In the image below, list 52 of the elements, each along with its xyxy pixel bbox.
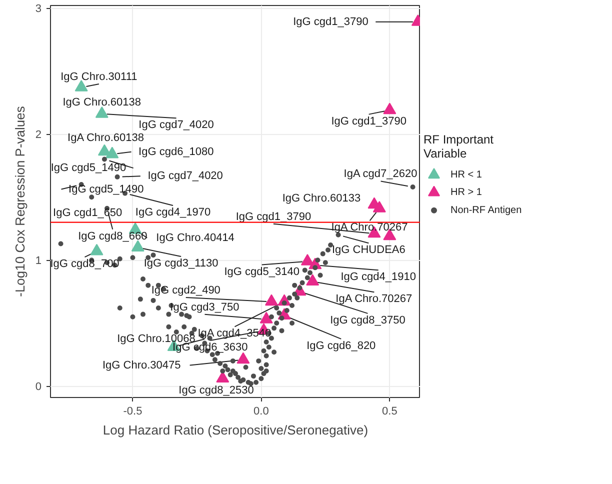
y-axis-title: -Log10 Cox Regression P-values bbox=[12, 106, 28, 297]
x-axis-title: Log Hazard Ratio (Seropositive/Seronegative) bbox=[102, 422, 368, 438]
annotation: IgG cgd5_3140 bbox=[224, 266, 300, 278]
legend-label: HR > 1 bbox=[450, 187, 482, 198]
point bbox=[306, 274, 320, 286]
point bbox=[90, 244, 104, 256]
annotation: IgG cgd5_1490 bbox=[68, 183, 144, 196]
annotation: IgG cgd3_750 bbox=[170, 301, 240, 314]
point bbox=[236, 352, 250, 364]
annotation: IgG Chro.30111 bbox=[60, 71, 138, 84]
annotation: IgG cgd1_3790 bbox=[236, 210, 312, 223]
annotation: IgA cgd7_2620 bbox=[344, 168, 418, 180]
annotation: IgG cgd8_2530 bbox=[178, 384, 254, 397]
annotation: IgG cgd4_1910 bbox=[340, 271, 416, 284]
annotation: IgG cgd6_820 bbox=[306, 340, 376, 352]
annotation: IgG Chro.60138 bbox=[62, 96, 142, 109]
annotation: IgG cgd8_660 bbox=[78, 230, 148, 242]
point bbox=[264, 294, 278, 306]
x-tick-label: 0.5 bbox=[382, 406, 398, 418]
annotation: IgG cgd8_3750 bbox=[330, 314, 406, 326]
annotation: IgG cgd2_490 bbox=[151, 284, 220, 297]
point bbox=[300, 254, 314, 266]
legend-label: Non-RF Antigen bbox=[450, 204, 522, 216]
annotation: IgG CHUDEA6 bbox=[332, 244, 406, 256]
point bbox=[216, 371, 230, 383]
point bbox=[372, 201, 386, 212]
point bbox=[95, 106, 108, 118]
annotation: IgG cgd6_1080 bbox=[138, 146, 214, 158]
annotation: IgA Chro.60138 bbox=[68, 132, 144, 144]
annotation: IgG cgd7_4020 bbox=[138, 119, 214, 132]
annotation: IgG Chro.60133 bbox=[282, 192, 361, 204]
y-tick-label: 0 bbox=[35, 381, 42, 394]
legend-label: HR < 1 bbox=[450, 169, 482, 180]
annotation: IgG cgd7_4020 bbox=[148, 170, 223, 182]
point bbox=[383, 102, 396, 114]
annotation: IgG cgd4_1970 bbox=[135, 206, 211, 219]
point bbox=[260, 312, 273, 324]
annotation: IgG cgd5_1490 bbox=[50, 162, 126, 174]
point bbox=[106, 146, 119, 158]
annotation: IgA Chro.70267 bbox=[336, 293, 412, 306]
y-tick-label: 2 bbox=[35, 129, 42, 142]
annotation: IgG Chro.40414 bbox=[156, 232, 234, 244]
y-tick-label: 1 bbox=[35, 255, 42, 268]
x-tick-label: -0.5 bbox=[123, 406, 142, 418]
x-tick-label: 0.0 bbox=[254, 406, 269, 418]
annotation: IgG cgd3_1130 bbox=[144, 258, 218, 270]
legend-title: RF Important Variable bbox=[424, 132, 494, 161]
annotation: IgG cgd1_650 bbox=[53, 207, 122, 220]
annotation: IgG cgd1_3790 bbox=[293, 16, 368, 28]
annotation: IgG Chro.30475 bbox=[102, 359, 181, 372]
y-tick-label: 3 bbox=[35, 3, 42, 16]
annotation: IgG cgd1_3790 bbox=[331, 115, 406, 128]
